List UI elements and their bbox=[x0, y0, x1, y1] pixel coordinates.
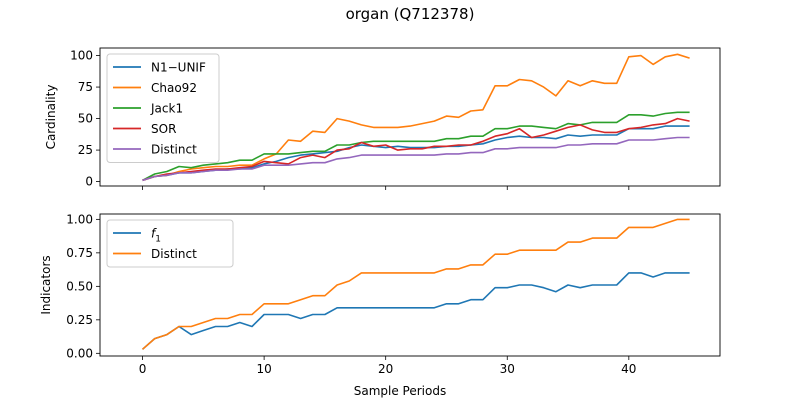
legend-box bbox=[106, 53, 220, 163]
legend-label: Distinct bbox=[151, 143, 197, 157]
legend-label: Chao92 bbox=[151, 81, 197, 95]
y-tick-label: 100 bbox=[70, 49, 93, 63]
x-tick-label: 0 bbox=[139, 362, 147, 376]
x-tick-label: 10 bbox=[256, 362, 271, 376]
legend-box bbox=[106, 219, 234, 268]
y-axis-label: Indicators bbox=[39, 255, 53, 314]
series-line-f bbox=[141, 272, 690, 350]
series-line-jack1 bbox=[142, 111, 690, 182]
y-tick-label: 50 bbox=[78, 112, 93, 126]
x-tick-label: 40 bbox=[621, 362, 636, 376]
legend-label: Jack1 bbox=[150, 102, 183, 116]
y-tick-label: 0.00 bbox=[66, 346, 93, 360]
y-tick-label: 0 bbox=[85, 175, 93, 189]
y-tick-label: 75 bbox=[78, 80, 93, 94]
legend-label: Distinct bbox=[151, 247, 197, 261]
series-line-distinct bbox=[142, 136, 690, 182]
y-tick-label: 1.00 bbox=[66, 212, 93, 226]
series-line-distinct bbox=[141, 218, 690, 350]
series-line-n1-unif bbox=[142, 125, 690, 182]
plot-frame bbox=[99, 47, 721, 187]
figure-title: organ (Q712378) bbox=[346, 5, 475, 23]
y-tick-label: 0.25 bbox=[66, 313, 93, 327]
y-tick-label: 0.75 bbox=[66, 246, 93, 260]
legend-label: f1 bbox=[151, 227, 161, 245]
y-tick-label: 0.50 bbox=[66, 279, 93, 293]
legend-label: SOR bbox=[151, 122, 176, 136]
cardinality-panel: 0 25 50 75 100 Cardinality N1−UNIF Chao92 Jack1 S… bbox=[44, 47, 721, 190]
x-axis-label: Sample Periods bbox=[354, 384, 446, 398]
series-line-chao92 bbox=[142, 53, 690, 182]
y-tick-label: 25 bbox=[78, 143, 93, 157]
series-line-sor bbox=[142, 117, 690, 182]
x-tick-label: 20 bbox=[378, 362, 393, 376]
y-axis-label: Cardinality bbox=[44, 85, 58, 150]
x-tick-label: 30 bbox=[500, 362, 515, 376]
legend-label: N1−UNIF bbox=[151, 61, 206, 75]
plot-frame bbox=[99, 213, 721, 357]
indicators-panel: 0 10 20 30 40 0.00 0.25 0.50 0.75 1.00 Indicators S… bbox=[39, 212, 721, 398]
